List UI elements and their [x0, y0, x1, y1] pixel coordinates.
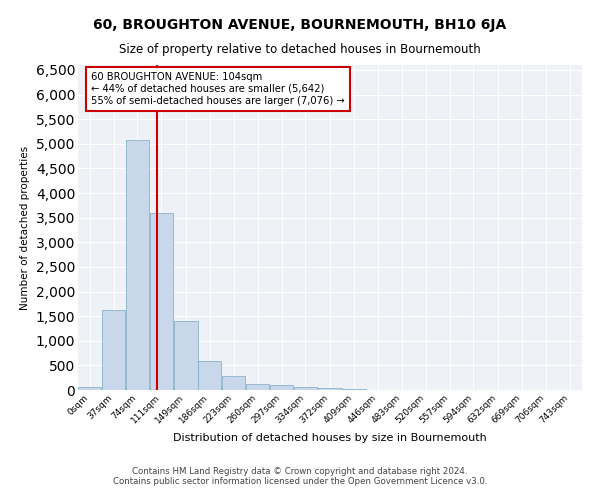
Text: 60 BROUGHTON AVENUE: 104sqm
← 44% of detached houses are smaller (5,642)
55% of : 60 BROUGHTON AVENUE: 104sqm ← 44% of det… [91, 72, 344, 106]
Text: Contains public sector information licensed under the Open Government Licence v3: Contains public sector information licen… [113, 477, 487, 486]
Bar [270, 385, 293, 390]
Bar [174, 321, 197, 390]
Bar [342, 388, 365, 390]
Bar [222, 376, 245, 390]
X-axis label: Distribution of detached houses by size in Bournemouth: Distribution of detached houses by size … [173, 433, 487, 443]
Y-axis label: Number of detached properties: Number of detached properties [20, 146, 30, 310]
Text: Contains HM Land Registry data © Crown copyright and database right 2024.: Contains HM Land Registry data © Crown c… [132, 467, 468, 476]
Bar [150, 213, 173, 390]
Bar [78, 387, 101, 390]
Text: 60, BROUGHTON AVENUE, BOURNEMOUTH, BH10 6JA: 60, BROUGHTON AVENUE, BOURNEMOUTH, BH10 … [94, 18, 506, 32]
Bar [126, 140, 149, 390]
Bar [198, 361, 221, 390]
Bar [246, 384, 269, 390]
Text: Size of property relative to detached houses in Bournemouth: Size of property relative to detached ho… [119, 42, 481, 56]
Bar [294, 386, 317, 390]
Bar [102, 310, 125, 390]
Bar [319, 388, 341, 390]
